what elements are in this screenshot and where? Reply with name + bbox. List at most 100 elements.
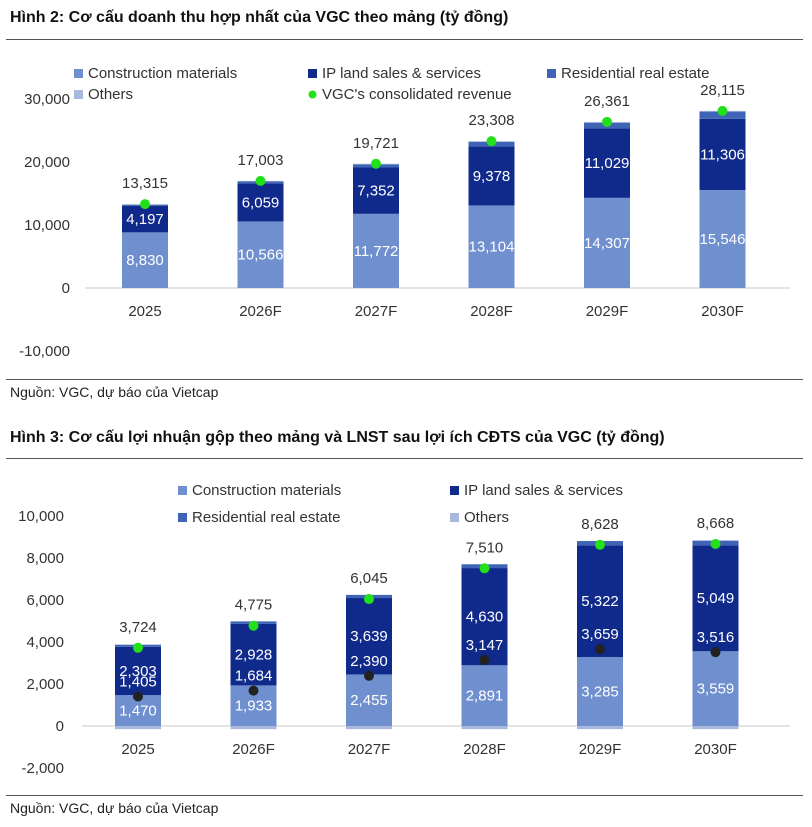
- y-tick-label: 30,000: [24, 91, 70, 108]
- revenue-chart: -10,000 0 10,000 20,000 30,000 Construction m…: [19, 65, 790, 360]
- legend-swatch: [178, 486, 187, 495]
- figure1-bottom-rule: [6, 379, 803, 380]
- bar-segment: [584, 197, 630, 288]
- x-tick-label: 2028F: [463, 741, 506, 758]
- bar-segment: [468, 205, 515, 288]
- legend-swatch: [74, 69, 83, 78]
- bar-segment: [577, 726, 623, 730]
- legend-label: Construction materials: [88, 65, 237, 82]
- npat-marker: [710, 647, 721, 658]
- x-tick-label: 2028F: [470, 303, 513, 320]
- x-tick-label: 2027F: [348, 741, 391, 758]
- bar-segment: [346, 598, 392, 675]
- legend-swatch: [308, 90, 317, 99]
- bar-segment: [115, 726, 161, 730]
- npat-marker: [479, 654, 490, 665]
- total-marker: [479, 563, 490, 574]
- npat-value-label: 3,516: [697, 629, 735, 646]
- y-tick-label: -2,000: [21, 760, 64, 777]
- total-marker: [602, 116, 612, 127]
- total-marker: [140, 199, 150, 210]
- npat-value-label: 3,147: [466, 637, 504, 654]
- x-tick-label: 2025: [128, 303, 161, 320]
- legend-swatch: [74, 90, 83, 99]
- total-value-label: 17,003: [238, 152, 284, 169]
- bar-value-label: 7,352: [357, 183, 395, 200]
- bar-value-label: 3,559: [697, 681, 735, 698]
- bar-value-label: 11,772: [354, 243, 399, 260]
- bar-value-label: 3,285: [581, 684, 619, 701]
- legend-swatch: [450, 486, 459, 495]
- total-value-label: 7,510: [466, 539, 504, 556]
- npat-marker: [133, 691, 143, 702]
- total-marker: [595, 539, 605, 550]
- total-value-label: 8,628: [581, 516, 619, 533]
- legend-label: Others: [88, 86, 133, 103]
- legend-label: IP land sales & services: [322, 65, 481, 82]
- figure1-source: Nguồn: VGC, dự báo của Vietcap: [10, 384, 219, 400]
- total-value-label: 6,045: [350, 570, 388, 587]
- bar-value-label: 2,303: [119, 663, 157, 680]
- figure2-title: Hình 3: Cơ cấu lợi nhuận gộp theo mảng v…: [10, 429, 665, 446]
- bar-value-label: 11,306: [700, 146, 745, 163]
- total-marker: [371, 158, 381, 169]
- x-tick-label: 2030F: [701, 303, 744, 320]
- bar-segment: [346, 726, 392, 730]
- bar-segment: [346, 674, 392, 726]
- total-marker: [710, 538, 721, 549]
- bar-segment: [237, 183, 284, 222]
- bar-segment: [353, 213, 399, 288]
- legend-swatch: [450, 513, 459, 522]
- figure2-source: Nguồn: VGC, dự báo của Vietcap: [10, 800, 219, 816]
- x-tick-label: 2025: [121, 741, 154, 758]
- x-tick-label: 2026F: [239, 303, 282, 320]
- total-value-label: 26,361: [584, 93, 630, 110]
- legend-label: VGC's consolidated revenue: [322, 86, 512, 103]
- bar-value-label: 13,104: [469, 239, 515, 256]
- figure2-bottom-rule: [6, 795, 803, 796]
- bar-segment: [237, 221, 284, 288]
- x-tick-label: 2026F: [232, 741, 275, 758]
- bar-segment: [577, 545, 623, 658]
- bar-value-label: 2,455: [350, 692, 388, 709]
- total-marker: [255, 175, 266, 186]
- y-tick-label: 10,000: [24, 217, 70, 234]
- total-marker: [486, 136, 497, 147]
- bar-segment: [699, 190, 746, 288]
- y-tick-label: 6,000: [26, 592, 64, 609]
- bar-segment: [122, 205, 168, 233]
- bar-segment: [699, 118, 746, 191]
- bar-value-label: 4,630: [466, 609, 504, 626]
- y-tick-label: 2,000: [26, 676, 64, 693]
- bar-segment: [692, 545, 739, 652]
- bar-segment: [461, 568, 508, 666]
- bar-value-label: 6,059: [242, 194, 280, 211]
- total-value-label: 4,775: [235, 597, 273, 614]
- y-tick-label: 4,000: [26, 634, 64, 651]
- x-tick-label: 2029F: [579, 741, 622, 758]
- total-value-label: 8,668: [697, 515, 735, 532]
- npat-value-label: 1,405: [119, 673, 157, 690]
- legend-swatch: [547, 69, 556, 78]
- total-value-label: 13,315: [122, 175, 168, 192]
- legend-swatch: [178, 513, 187, 522]
- legend-label: IP land sales & services: [464, 482, 623, 499]
- bar-segment: [461, 665, 508, 726]
- x-tick-label: 2027F: [355, 303, 398, 320]
- figure2-top-rule: [6, 458, 803, 459]
- x-tick-label: 2030F: [694, 741, 737, 758]
- total-value-label: 19,721: [353, 135, 399, 152]
- bar-value-label: 10,566: [238, 247, 284, 264]
- y-tick-label: 8,000: [26, 550, 64, 567]
- figure1-top-rule: [6, 39, 803, 40]
- bar-value-label: 15,546: [700, 231, 746, 248]
- npat-marker: [595, 644, 605, 655]
- bar-value-label: 14,307: [584, 235, 630, 252]
- bar-segment: [122, 232, 168, 288]
- total-value-label: 23,308: [469, 112, 515, 129]
- figure1-title: Hình 2: Cơ cấu doanh thu hợp nhất của VG…: [10, 9, 509, 26]
- bar-value-label: 1,470: [119, 703, 157, 720]
- y-tick-label: 0: [56, 718, 64, 735]
- bar-segment: [692, 651, 739, 726]
- total-marker: [133, 642, 143, 653]
